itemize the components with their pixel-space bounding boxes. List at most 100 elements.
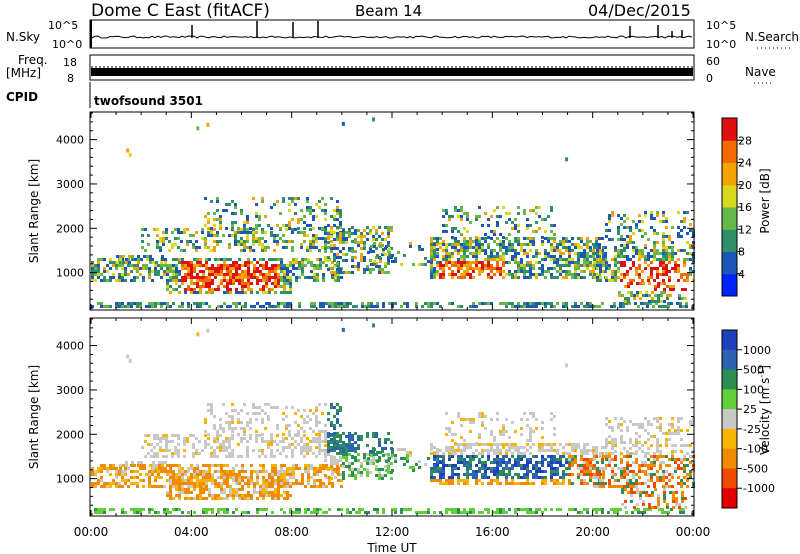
- data-cell: [277, 276, 280, 279]
- data-cell: [222, 443, 225, 446]
- data-cell: [517, 261, 520, 264]
- data-cell: [553, 233, 556, 236]
- data-cell: [247, 479, 250, 482]
- data-cell: [318, 403, 321, 406]
- data-cell: [231, 415, 234, 418]
- data-cell: [334, 273, 337, 276]
- data-cell: [550, 467, 553, 470]
- data-cell: [668, 485, 671, 488]
- data-cell: [674, 252, 677, 255]
- data-cell: [583, 249, 586, 252]
- data-cell: [475, 255, 478, 258]
- data-cell: [544, 237, 547, 240]
- data-cell: [252, 412, 255, 415]
- data-cell: [644, 211, 647, 214]
- data-cell: [202, 482, 205, 485]
- data-cell: [478, 461, 481, 464]
- data-cell: [213, 440, 216, 443]
- data-cell: [649, 302, 652, 305]
- data-cell: [526, 237, 529, 240]
- data-cell: [156, 243, 159, 246]
- data-cell: [243, 240, 246, 243]
- data-cell: [256, 491, 259, 494]
- data-cell: [626, 426, 629, 429]
- data-cell: [620, 217, 623, 220]
- data-cell: [682, 511, 685, 514]
- data-cell: [225, 412, 228, 415]
- data-cell: [596, 249, 599, 252]
- data-cell: [91, 267, 94, 270]
- data-cell: [605, 444, 608, 447]
- data-cell: [313, 479, 316, 482]
- data-cell: [223, 261, 226, 264]
- data-cell: [541, 446, 544, 449]
- data-cell: [511, 221, 514, 224]
- data-cell: [300, 440, 303, 443]
- data-cell: [237, 412, 240, 415]
- data-cell: [217, 285, 220, 288]
- colorbar-tick-label: 28: [738, 134, 752, 147]
- data-cell: [469, 252, 472, 255]
- data-cell: [620, 429, 623, 432]
- data-cell: [121, 305, 124, 308]
- data-cell: [682, 508, 685, 511]
- data-cell: [273, 234, 276, 237]
- data-cell: [159, 446, 162, 449]
- data-cell: [222, 430, 225, 433]
- data-cell: [689, 455, 692, 458]
- data-cell: [662, 455, 665, 458]
- data-cell: [481, 455, 484, 458]
- data-cell: [336, 268, 339, 271]
- data-cell: [192, 243, 195, 246]
- data-cell: [330, 449, 333, 452]
- data-cell: [656, 426, 659, 429]
- data-cell: [381, 468, 384, 471]
- data-cell: [454, 273, 457, 276]
- data-cell: [196, 126, 200, 131]
- data-cell: [205, 279, 208, 282]
- data-cell: [152, 261, 155, 264]
- data-cell: [680, 479, 683, 482]
- data-cell: [142, 485, 145, 488]
- data-cell: [295, 508, 298, 511]
- data-cell: [124, 261, 127, 264]
- data-cell: [520, 508, 523, 511]
- data-cell: [357, 438, 360, 441]
- data-cell: [283, 482, 286, 485]
- data-cell: [544, 508, 547, 511]
- data-cell: [454, 442, 457, 445]
- data-cell: [187, 467, 190, 470]
- data-cell: [315, 455, 318, 458]
- data-cell: [466, 270, 469, 273]
- data-cell: [388, 251, 391, 254]
- data-cell: [240, 421, 243, 424]
- data-cell: [448, 446, 451, 449]
- data-cell: [478, 267, 481, 270]
- data-cell: [650, 270, 653, 273]
- data-cell: [596, 252, 599, 255]
- data-cell: [644, 244, 647, 247]
- nsky-strip-frame: [89, 19, 695, 49]
- data-cell: [623, 238, 626, 241]
- data-cell: [605, 267, 608, 270]
- data-cell: [178, 270, 181, 273]
- data-cell: [529, 305, 532, 308]
- data-cell: [538, 443, 541, 446]
- data-cell: [172, 279, 175, 282]
- data-cell: [246, 440, 249, 443]
- data-cell: [490, 264, 493, 267]
- data-cell: [439, 470, 442, 473]
- data-cell: [662, 267, 665, 270]
- data-cell: [367, 457, 370, 460]
- data-cell: [225, 227, 228, 230]
- data-cell: [231, 234, 234, 237]
- data-cell: [277, 497, 280, 500]
- data-cell: [357, 241, 360, 244]
- data-cell: [246, 215, 249, 218]
- data-cell: [325, 485, 328, 488]
- data-cell: [312, 234, 315, 237]
- data-cell: [499, 240, 502, 243]
- data-cell: [229, 288, 232, 291]
- data-cell: [442, 249, 445, 252]
- data-cell: [511, 273, 514, 276]
